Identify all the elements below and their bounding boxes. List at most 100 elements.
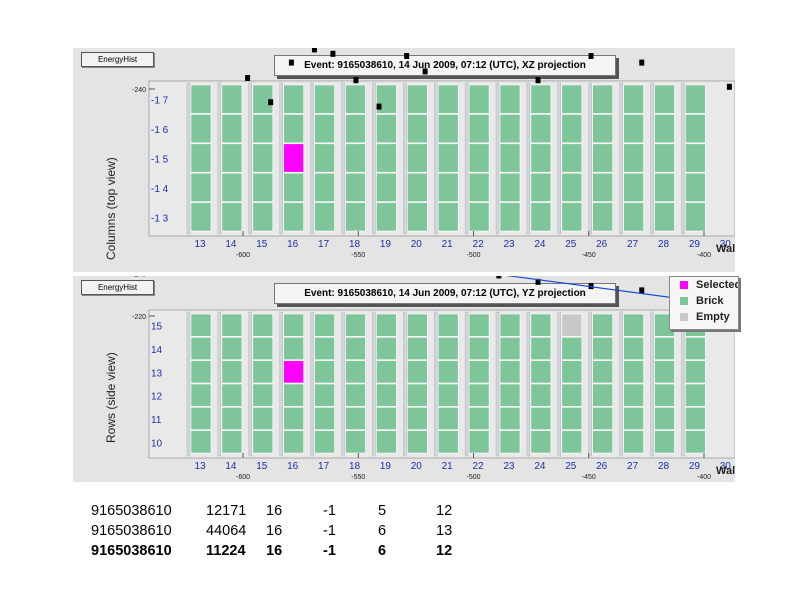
brick — [499, 383, 521, 407]
brick — [190, 114, 212, 144]
brick — [468, 84, 490, 114]
x-tick-label: -550 — [351, 474, 365, 481]
row-label: -1 5 — [151, 155, 169, 166]
brick — [623, 383, 644, 407]
wall-label-26: 26 — [596, 239, 608, 250]
brick — [437, 143, 459, 173]
hit-marker — [330, 50, 336, 57]
table-cell: 9165038610 — [91, 523, 172, 539]
wall-label-16: 16 — [287, 461, 299, 472]
wall-label-28: 28 — [658, 239, 670, 250]
xz-plot-title: Event: 9165038610, 14 Jun 2009, 07:12 (U… — [274, 55, 616, 76]
brick — [406, 84, 428, 114]
wall-support — [279, 311, 283, 457]
brick — [623, 172, 644, 202]
brick — [190, 172, 212, 202]
wall-label-29: 29 — [689, 461, 701, 472]
brick — [406, 407, 428, 430]
table-cell: 12 — [436, 503, 453, 519]
brick — [345, 84, 366, 114]
table-cell: 6 — [378, 523, 387, 539]
wall-support — [186, 311, 191, 457]
brick — [592, 143, 614, 173]
yz-projection-panel: EnergyHist Event: 9165038610, 14 Jun 200… — [73, 276, 739, 482]
row-label: 11 — [151, 415, 162, 426]
hit-marker — [496, 276, 502, 279]
wall-support — [619, 82, 623, 235]
brick — [561, 202, 583, 232]
brick — [406, 114, 428, 144]
brick — [252, 383, 274, 407]
brick — [283, 313, 304, 337]
brick — [345, 383, 366, 407]
legend-swatch-brick — [680, 297, 688, 305]
wall-support — [341, 311, 345, 457]
brick — [190, 202, 212, 232]
brick — [221, 337, 243, 360]
brick — [654, 84, 675, 114]
energy-hist-button[interactable]: EnergyHist — [81, 52, 154, 67]
brick — [252, 84, 274, 114]
brick — [283, 407, 304, 430]
brick — [406, 360, 428, 384]
wall-label-19: 19 — [380, 239, 392, 250]
yz-plot-canvas: 13 14 15 16 17 18 19 20 21 22 23 24 25 26 27 28 29 30 15 14… — [132, 276, 735, 481]
wall-support — [186, 82, 191, 235]
wall-label-13: 13 — [194, 239, 206, 250]
table-cell: -1 — [323, 503, 336, 519]
wall-support — [619, 311, 623, 457]
brick — [499, 172, 521, 202]
brick — [592, 430, 614, 454]
brick — [437, 383, 459, 407]
brick — [345, 337, 366, 360]
brick — [345, 172, 366, 202]
brick — [685, 430, 706, 454]
brick — [561, 430, 583, 454]
brick — [252, 202, 274, 232]
brick — [406, 202, 428, 232]
brick — [685, 143, 706, 173]
brick — [252, 337, 274, 360]
x-tick-label: -600 — [236, 474, 250, 481]
energy-hist-button-2[interactable]: EnergyHist — [81, 280, 154, 295]
brick — [437, 313, 459, 337]
brick — [468, 313, 490, 337]
wall-support — [681, 311, 685, 457]
brick — [654, 143, 675, 173]
brick — [376, 337, 397, 360]
table-cell: -1 — [323, 523, 336, 539]
hit-marker — [639, 59, 645, 66]
wall-support — [588, 311, 592, 457]
wall-label-27: 27 — [627, 461, 639, 472]
wall-support — [310, 82, 314, 235]
brick — [561, 337, 583, 360]
brick — [252, 313, 274, 337]
brick — [499, 430, 521, 454]
wall-label-18: 18 — [349, 461, 361, 472]
table-cell: 9165038610 — [91, 503, 172, 519]
wall-support — [495, 311, 500, 457]
brick — [654, 360, 675, 384]
brick — [314, 114, 335, 144]
wall-support — [248, 311, 253, 457]
brick — [190, 430, 212, 454]
legend-label-empty: Empty — [696, 311, 730, 323]
wall-label-22: 22 — [473, 461, 485, 472]
brick — [530, 337, 552, 360]
y-tick-label: -240 — [132, 87, 146, 94]
brick — [499, 114, 521, 144]
brick — [314, 407, 335, 430]
hit-marker — [535, 278, 541, 285]
brick — [221, 313, 243, 337]
brick — [437, 114, 459, 144]
table-cell: -1 — [323, 543, 336, 559]
legend-label-selected: Selected — [696, 279, 739, 291]
brick — [685, 360, 706, 384]
brick — [561, 383, 583, 407]
brick — [654, 383, 675, 407]
wall-support — [279, 82, 283, 235]
wall-support — [403, 82, 407, 235]
wall-label-28: 28 — [658, 461, 670, 472]
brick — [499, 202, 521, 232]
xz-y-axis-label: Columns (top view) — [104, 157, 118, 260]
